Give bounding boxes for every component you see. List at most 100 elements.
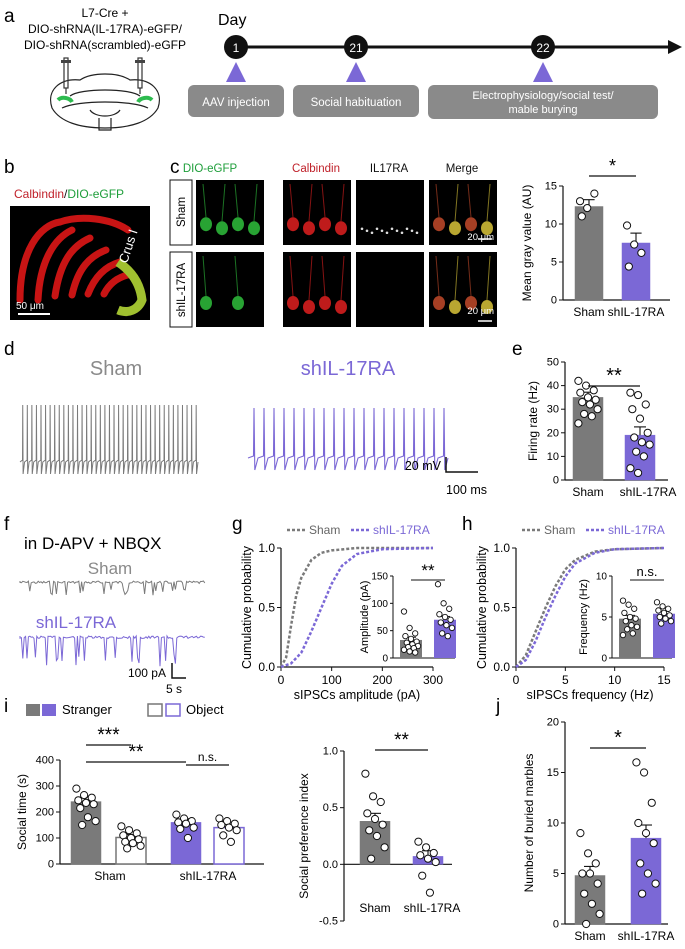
data-point (638, 889, 647, 898)
inset-point (446, 605, 453, 612)
y-tick-label: 0.5 (258, 601, 275, 615)
row-shil17ra: shIL-17RA (176, 263, 188, 318)
data-point (368, 792, 378, 801)
data-point (414, 837, 423, 846)
dendrite (289, 255, 294, 297)
chart-i-preference-index: -0.5 0.0 0.5 1.0 Social preference index ** Sh… (297, 730, 460, 928)
f-sh-label: shIL-17RA (36, 613, 117, 632)
y-tick-label: 1.0 (258, 541, 275, 555)
data-point (431, 857, 440, 867)
event-arrow-3 (533, 62, 553, 82)
panel-d: Sham shIL-17RA 20 mV 100 ms (19, 358, 487, 497)
data-point (72, 784, 81, 793)
il17ra-puncta (365, 229, 369, 233)
inset-y-tick-label: 5 (601, 613, 607, 624)
micrograph-tile (196, 180, 264, 245)
il17ra-puncta (390, 227, 394, 231)
x-tick-label: 0 (278, 673, 285, 687)
data-point (576, 388, 585, 397)
x-tick-label: 5 (562, 673, 569, 687)
y-tick-label: 10 (547, 451, 559, 463)
chart-c-mean-gray: 0 5 10 15 Mean gray value (AU) Sham shIL-17RA * (520, 156, 670, 319)
data-point (79, 791, 89, 800)
inset-point (631, 605, 638, 612)
il17ra-puncta (380, 229, 384, 233)
data-point (576, 829, 585, 838)
data-point (639, 452, 648, 461)
calbindin-dio-label: Calbindin/DIO-eGFP (14, 187, 124, 201)
inset-point (406, 624, 413, 632)
y-tick-label: 0.0 (258, 660, 275, 674)
significance-mark: ** (129, 742, 144, 763)
event-marble-burying: mable burying (508, 104, 577, 116)
y-tick-label: 1.0 (493, 541, 510, 555)
panel-b: Calbindin/DIO-eGFP Crus I 50 μm (10, 187, 150, 320)
trace-sham-label: Sham (90, 358, 142, 380)
data-point (651, 879, 660, 888)
data-point (577, 212, 586, 221)
legend-stranger-gray (26, 704, 40, 716)
f-title: in D-APV + NBQX (24, 534, 161, 553)
legend-sham: Sham (309, 523, 340, 537)
data-point (117, 822, 126, 831)
timeline-day-label: Day (218, 12, 246, 29)
day-22-marker (531, 35, 555, 59)
inset-point (437, 619, 444, 626)
micrograph-tile (283, 252, 351, 327)
event-arrow-2 (346, 62, 366, 82)
purkinje-cell (248, 221, 260, 236)
panel-label-h: h (462, 514, 473, 535)
panel-label-g: g (232, 514, 243, 535)
il17ra-puncta (415, 231, 419, 235)
data-point (580, 409, 589, 419)
y-tick-label: 0 (553, 475, 559, 487)
panel-label-i: i (4, 696, 8, 717)
inset-point (626, 613, 634, 621)
inset-point (619, 631, 627, 639)
calbindin-text: Calbindin (14, 187, 64, 201)
data-point (423, 854, 433, 863)
y-tick-label: 300 (36, 781, 54, 793)
col-merge: Merge (446, 163, 479, 175)
x-axis-label: sIPSCs amplitude (pA) (294, 688, 420, 702)
data-point (189, 823, 198, 832)
x-tick-label: 0 (513, 673, 520, 687)
chart-j-marbles: 0 5 10 15 20 Number of buried marbles Sham shIL… (522, 717, 674, 944)
purkinje-cell (216, 221, 228, 236)
panel-label-f: f (4, 514, 10, 535)
x-tick-label: 200 (372, 673, 392, 687)
data-point (632, 758, 641, 767)
data-point (628, 405, 637, 414)
inset-point (655, 607, 662, 614)
data-point (574, 376, 583, 385)
y-tick-label: 0.0 (323, 859, 338, 871)
purkinje-cell (335, 221, 347, 236)
micrograph-grid (196, 180, 497, 327)
data-point (641, 829, 651, 838)
inset-point (624, 626, 631, 633)
inset-point (400, 608, 408, 615)
x-axis-label: sIPSCs frequency (Hz) (526, 688, 653, 702)
inset-point (621, 609, 628, 617)
x-tick-label: 300 (423, 673, 443, 687)
purkinje-cell (303, 221, 315, 236)
purkinje-cell (449, 300, 461, 314)
panel-label-j: j (495, 696, 500, 717)
y-tick-label: 15 (547, 767, 559, 779)
y-tick-label: 0.5 (493, 601, 510, 615)
event-box-2 (293, 85, 419, 117)
event-aav-injection: AAV injection (202, 97, 270, 109)
panel-label-a: a (4, 6, 15, 27)
legend-object: Object (186, 702, 224, 717)
inset-point (402, 632, 409, 640)
panel-label-b: b (4, 157, 15, 178)
category-label: Sham (359, 901, 390, 915)
micrograph-tile (429, 252, 497, 327)
scale-f-v: 100 pA (128, 666, 166, 680)
inset-point (436, 611, 443, 618)
significance-mark: *** (97, 725, 120, 746)
inset-y-label: Frequency (Hz) (578, 579, 590, 655)
category-label: shIL-17RA (620, 485, 677, 499)
il17ra-puncta (375, 227, 379, 231)
day-21-text: 21 (349, 41, 363, 55)
